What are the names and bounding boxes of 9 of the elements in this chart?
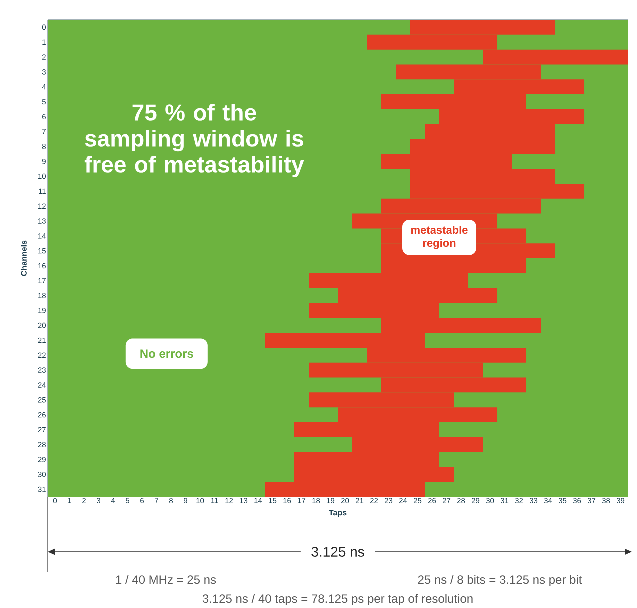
text: 1 / 40 MHz = 25 ns bbox=[116, 575, 216, 584]
text: 3.125 ns / 40 taps = 78.125 ps per tap of resolution bbox=[202, 594, 473, 606]
text: 3.125 ns bbox=[312, 547, 364, 557]
x-axis-title: Taps bbox=[329, 510, 347, 518]
y-axis-title: Channels bbox=[21, 240, 27, 276]
band-label: No errors bbox=[140, 350, 194, 358]
annotation: 75 % of the sampling window is free of metastability bbox=[84, 104, 304, 178]
text: 25 ns / 8 bits = 3.125 ns per bit bbox=[418, 575, 582, 586]
series-label: metastable region bbox=[411, 226, 468, 250]
